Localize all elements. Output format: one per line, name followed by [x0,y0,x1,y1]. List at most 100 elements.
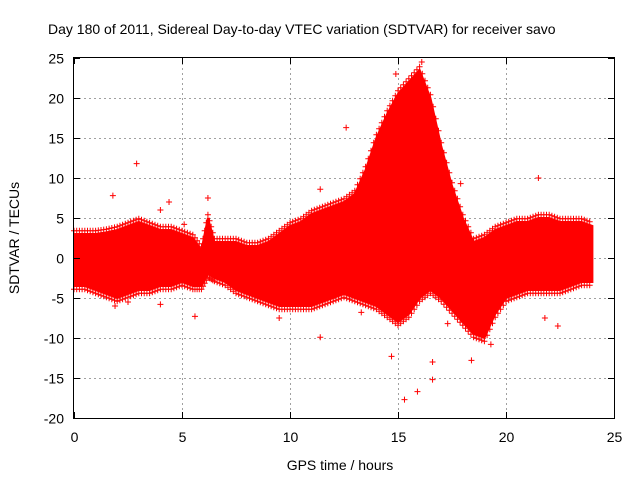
data-point [270,304,277,311]
data-point-outlier [112,303,119,309]
data-point [530,213,536,220]
data-point [249,296,256,303]
data-point [484,332,491,339]
data-point-outlier [401,396,408,403]
data-point [133,216,140,223]
data-point-outlier [317,186,324,193]
data-point [554,214,561,221]
data-point [206,217,213,224]
data-point [467,331,474,338]
data-point-outlier [166,199,173,205]
data-point [503,298,509,305]
data-point [373,131,380,138]
data-point [562,288,569,295]
data-point [176,283,183,290]
data-point [513,294,520,301]
data-point [149,220,156,227]
data-point [314,205,320,212]
data-point [449,179,455,186]
data-point [473,234,480,241]
data-point [335,296,342,303]
data-point [322,202,329,209]
data-point [578,215,585,222]
data-point [122,220,129,227]
data-point [397,84,404,91]
data-point [451,187,458,194]
data-point [492,223,499,230]
data-point [392,92,399,99]
data-point [354,181,361,188]
data-point [349,297,356,304]
data-point [114,223,121,230]
data-point [184,284,191,291]
data-point [316,303,323,310]
data-point [243,294,250,301]
data-point [527,214,534,221]
data-point [443,159,450,166]
data-point [235,291,242,298]
data-point-outlier [358,309,365,316]
data-point [170,285,177,292]
y-tick-label: 20 [48,91,64,107]
data-point [365,303,372,310]
data-point [308,207,315,214]
data-point [257,238,264,245]
data-point [308,306,315,313]
x-axis-label: GPS time / hours [287,457,394,473]
data-point-outlier [181,221,188,228]
data-point [440,301,447,308]
data-point [173,225,180,232]
data-point [119,296,126,303]
data-point [346,296,353,303]
y-tick-label: 25 [48,51,64,67]
y-tick-label: 10 [48,171,64,187]
data-point [273,305,280,312]
data-point [319,302,326,309]
data-point [103,294,110,301]
data-point [287,219,293,226]
data-point [389,97,396,104]
data-point [519,292,526,299]
data-point [316,204,323,211]
data-point [133,291,140,298]
data-point [368,304,374,311]
data-point [505,218,512,225]
data-point [511,295,518,302]
data-point [181,228,188,235]
axis-ticks: 0 5 10 15 20 25 -20 -15 -10 -5 0 5 10 15 20 25 [44,51,623,446]
data-point [462,325,469,332]
data-point [168,223,175,230]
data-point [330,199,337,206]
data-point [454,316,461,323]
data-point-outlier [429,376,436,383]
data-point [508,217,515,224]
data-point-outlier [343,124,350,131]
data-point-outlier [388,353,395,360]
data-point [149,289,156,296]
data-point [203,219,210,226]
x-tick-label: 0 [71,429,79,445]
data-point [106,295,113,302]
data-point [127,293,134,300]
data-point [238,292,245,299]
data-point [403,78,410,85]
data-point [478,337,485,344]
data-point [351,187,358,194]
data-point-outlier [444,320,451,327]
data-point [335,197,342,204]
data-point [152,288,158,295]
data-point [295,216,302,223]
data-point [87,288,94,295]
data-point [446,307,453,314]
data-point-outlier [414,388,421,395]
data-point [559,289,566,296]
data-point [173,284,180,291]
data-point [451,313,458,320]
data-point [516,293,523,300]
data-point [427,91,434,98]
data-point [241,238,248,245]
data-point-outlier [468,357,475,364]
data-point [233,290,239,297]
data-point [357,300,364,307]
